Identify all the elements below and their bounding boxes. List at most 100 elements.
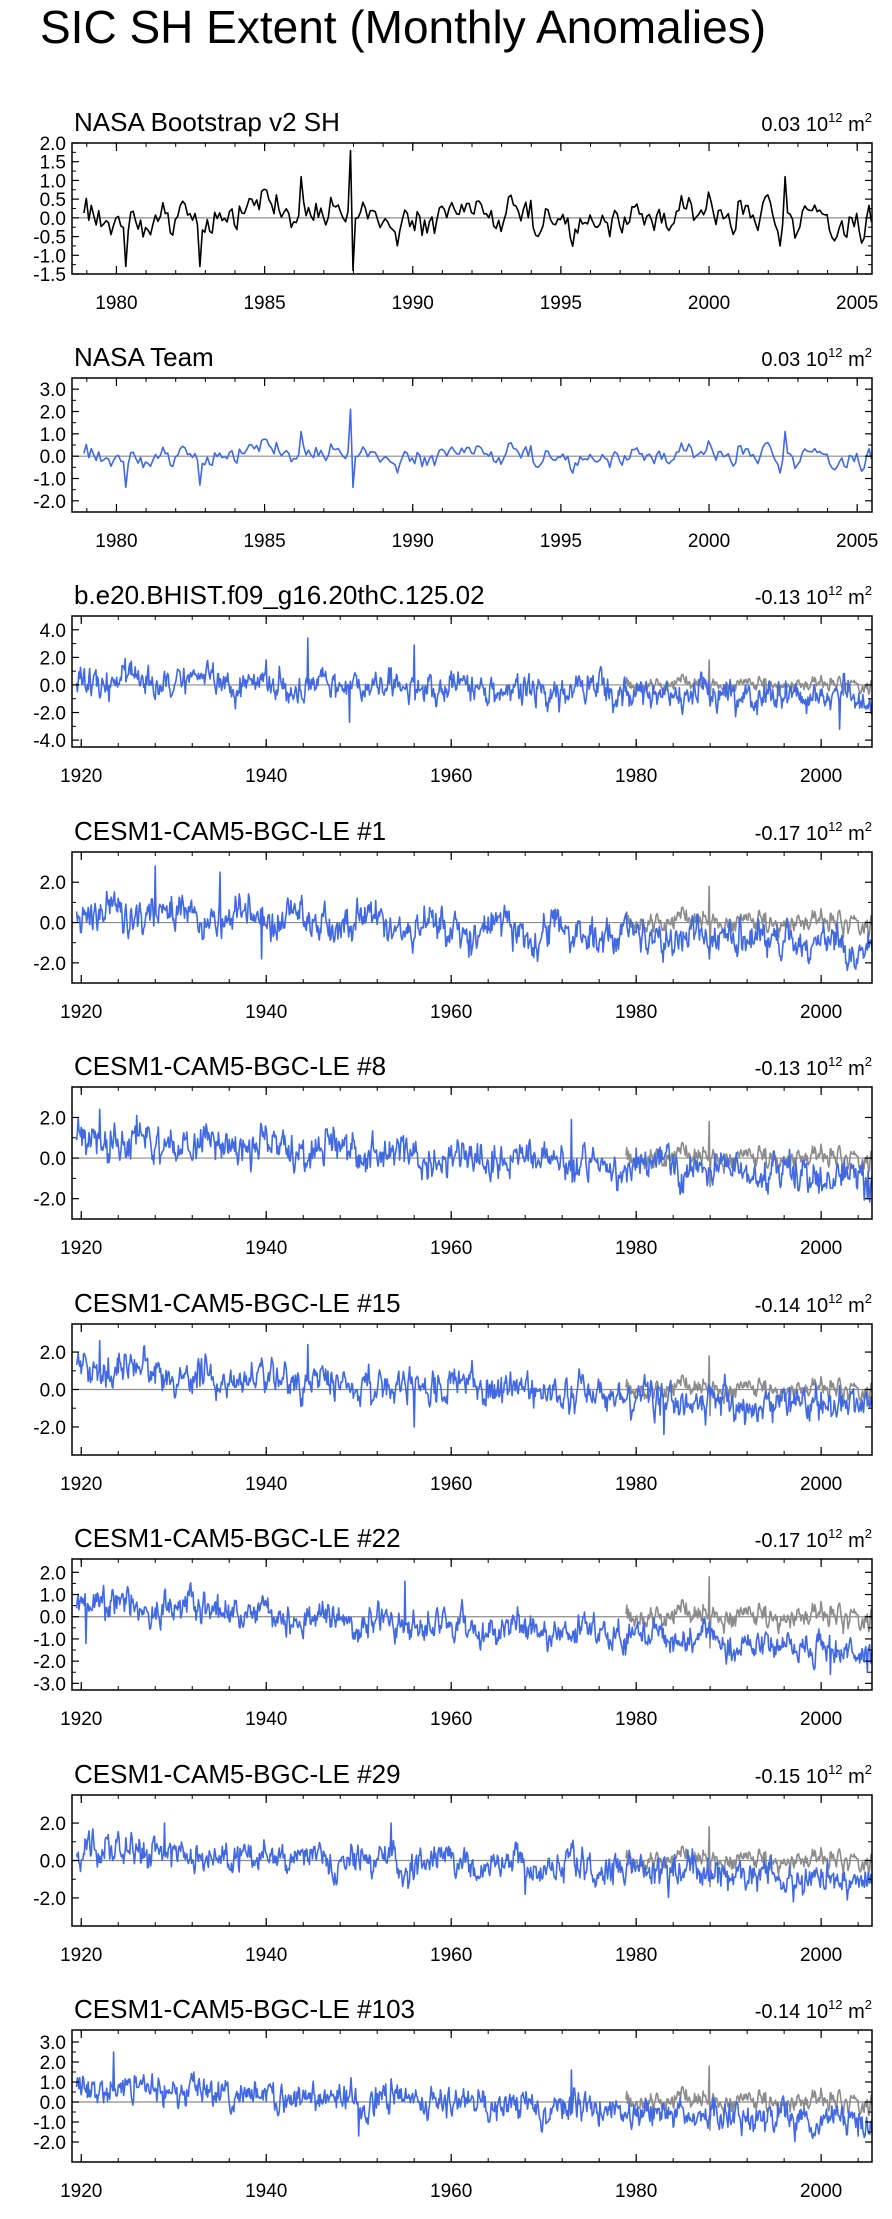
y-tick-label: 2.0 xyxy=(40,1814,66,1835)
x-tick-label: 1960 xyxy=(430,1474,472,1495)
x-tick-label: 1960 xyxy=(430,766,472,787)
y-tick-label: 3.0 xyxy=(40,2033,66,2054)
trend-label: -0.14 1012 m2 xyxy=(755,1291,872,1317)
panel-1: NASA Bootstrap v2 SH 0.03 1012 m2 -1.5-1.0… xyxy=(33,107,878,314)
x-tick-label: 1960 xyxy=(430,2181,472,2202)
y-tick-label: 3.0 xyxy=(40,380,66,401)
x-tick-label: 1920 xyxy=(60,766,102,787)
series-line-model xyxy=(75,637,873,730)
y-tick-label: -1.0 xyxy=(33,470,66,491)
x-tick-label: 1920 xyxy=(60,1238,102,1259)
panel-title: NASA Bootstrap v2 SH xyxy=(74,107,340,137)
x-tick-label: 2000 xyxy=(800,1238,842,1259)
y-tick-label: -2.0 xyxy=(33,2133,66,2154)
panel-title: NASA Team xyxy=(74,342,214,372)
x-tick-label: 1960 xyxy=(430,1709,472,1730)
trend-label: -0.17 1012 m2 xyxy=(755,1526,872,1552)
y-tick-label: -1.0 xyxy=(33,1630,66,1651)
y-tick-label: 0.0 xyxy=(40,1852,66,1873)
trend-label: 0.03 1012 m2 xyxy=(761,110,872,136)
y-tick-label: 0.0 xyxy=(40,1608,66,1629)
series-line-model xyxy=(83,408,873,489)
panel-title: CESM1-CAM5-BGC-LE #103 xyxy=(74,1994,415,2024)
series-line-model xyxy=(75,1580,873,1676)
trend-label: -0.14 1012 m2 xyxy=(755,1997,872,2023)
x-tick-label: 1940 xyxy=(245,1002,287,1023)
x-tick-label: 1960 xyxy=(430,1945,472,1966)
trend-label: -0.13 1012 m2 xyxy=(755,583,872,609)
figure-title: SIC SH Extent (Monthly Anomalies) xyxy=(40,1,767,53)
panel-title: b.e20.BHIST.f09_g16.20thC.125.02 xyxy=(74,580,485,610)
y-tick-label: -2.0 xyxy=(33,954,66,975)
x-tick-label: 1920 xyxy=(60,2181,102,2202)
series-line-model xyxy=(75,1108,873,1203)
x-tick-label: 1980 xyxy=(615,1945,657,1966)
y-tick-label: 0.0 xyxy=(40,914,66,935)
series-line-overlay xyxy=(625,2065,873,2131)
x-tick-label: 1920 xyxy=(60,1945,102,1966)
y-tick-label: 1.0 xyxy=(40,171,66,192)
x-tick-label: 1980 xyxy=(95,531,137,552)
x-tick-label: 1960 xyxy=(430,1238,472,1259)
x-tick-label: 1980 xyxy=(615,1709,657,1730)
series-line-model xyxy=(75,865,873,972)
x-tick-label: 1920 xyxy=(60,1474,102,1495)
x-tick-label: 2000 xyxy=(800,1709,842,1730)
panel-6: CESM1-CAM5-BGC-LE #15 -0.14 1012 m2 -2.0 0.… xyxy=(33,1288,873,1495)
trend-label: -0.13 1012 m2 xyxy=(755,1054,872,1080)
y-tick-label: -2.0 xyxy=(33,704,66,725)
x-tick-label: 1980 xyxy=(95,293,137,314)
x-tick-label: 2000 xyxy=(800,1945,842,1966)
x-tick-label: 2005 xyxy=(836,293,878,314)
y-tick-label: 1.0 xyxy=(40,2073,66,2094)
x-tick-label: 2000 xyxy=(688,293,730,314)
x-tick-label: 1990 xyxy=(392,293,434,314)
plot-frame xyxy=(71,377,873,513)
panel-title: CESM1-CAM5-BGC-LE #1 xyxy=(74,816,386,846)
y-tick-label: -0.5 xyxy=(33,228,66,249)
x-tick-label: 1995 xyxy=(540,293,582,314)
panel-title: CESM1-CAM5-BGC-LE #8 xyxy=(74,1051,386,1081)
y-tick-label: 2.0 xyxy=(40,1343,66,1364)
x-tick-label: 1980 xyxy=(615,1474,657,1495)
y-tick-label: -2.0 xyxy=(33,1889,66,1910)
x-tick-label: 1940 xyxy=(245,1945,287,1966)
panel-4: CESM1-CAM5-BGC-LE #1 -0.17 1012 m2 -2.0 0.0… xyxy=(33,816,873,1023)
y-tick-label: 4.0 xyxy=(40,621,66,642)
y-tick-label: 0.0 xyxy=(40,447,66,468)
y-tick-label: 1.0 xyxy=(40,425,66,446)
series-line-model xyxy=(75,1340,873,1436)
x-tick-label: 1940 xyxy=(245,2181,287,2202)
plot-frame xyxy=(71,615,873,748)
x-tick-label: 1940 xyxy=(245,1709,287,1730)
y-tick-label: 0.5 xyxy=(40,190,66,211)
x-tick-label: 1940 xyxy=(245,766,287,787)
x-tick-label: 2000 xyxy=(688,531,730,552)
plot-frame xyxy=(71,1558,873,1691)
x-tick-label: 1980 xyxy=(615,1238,657,1259)
y-tick-label: 2.0 xyxy=(40,403,66,424)
y-tick-label: -3.0 xyxy=(33,1674,66,1695)
x-tick-label: 2000 xyxy=(800,1474,842,1495)
x-tick-label: 2000 xyxy=(800,1002,842,1023)
y-tick-label: -2.0 xyxy=(33,492,66,513)
series-line-overlay xyxy=(625,1826,873,1888)
series-line-overlay xyxy=(625,885,873,952)
y-tick-label: 1.5 xyxy=(40,153,66,174)
x-tick-label: 1920 xyxy=(60,1002,102,1023)
x-tick-label: 1985 xyxy=(243,531,285,552)
y-tick-label: -4.0 xyxy=(33,731,66,752)
plot-frame xyxy=(71,2029,873,2163)
x-tick-label: 1985 xyxy=(243,293,285,314)
x-tick-label: 1920 xyxy=(60,1709,102,1730)
series-line-model xyxy=(75,1822,873,1903)
plot-frame xyxy=(71,851,873,984)
panel-8: CESM1-CAM5-BGC-LE #29 -0.15 1012 m2 -2.0 0.… xyxy=(33,1759,873,1966)
trend-label: -0.15 1012 m2 xyxy=(755,1762,872,1788)
panel-5: CESM1-CAM5-BGC-LE #8 -0.13 1012 m2 -2.0 0.0… xyxy=(33,1051,873,1259)
panel-title: CESM1-CAM5-BGC-LE #29 xyxy=(74,1759,401,1789)
y-tick-label: -1.0 xyxy=(33,2113,66,2134)
x-tick-label: 1980 xyxy=(615,2181,657,2202)
x-tick-label: 2000 xyxy=(800,766,842,787)
